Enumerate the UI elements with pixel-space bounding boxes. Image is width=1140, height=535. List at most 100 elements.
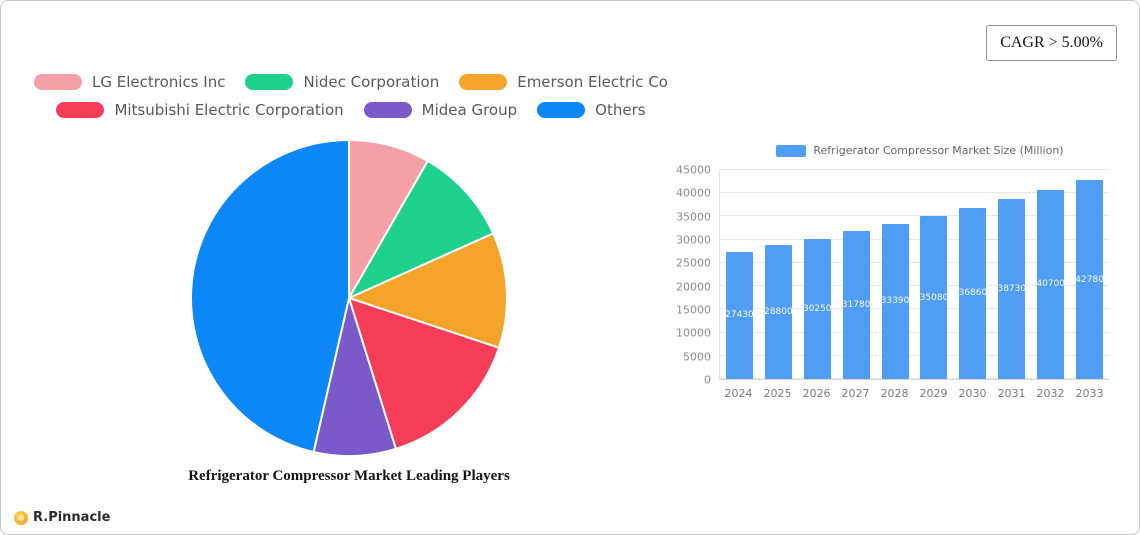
x-axis-label-2027: 2027	[841, 387, 870, 400]
legend-swatch	[459, 74, 508, 90]
cagr-badge: CAGR > 5.00%	[986, 25, 1117, 61]
brand-name: R.Pinnacle	[33, 510, 111, 525]
gridline	[720, 238, 1109, 240]
bar-column: 36860	[953, 170, 992, 379]
y-axis-tick: 20000	[676, 280, 711, 294]
legend-item-lg-electronics-inc[interactable]: LG Electronics Inc	[34, 73, 225, 91]
bar-plot-area: 27430 28800 30250 31780 33390 35080 36860 38730…	[719, 169, 1109, 380]
bar-value-label: 28800	[764, 307, 793, 318]
x-axis-label-2030: 2030	[958, 387, 987, 400]
legend-swatch	[363, 102, 412, 118]
legend-label: Nidec Corporation	[303, 73, 440, 91]
bar-value-label: 30250	[802, 303, 832, 314]
bar-2024[interactable]: 27430	[725, 251, 754, 379]
x-axis-label-2033: 2033	[1075, 387, 1104, 400]
gridline	[720, 285, 1109, 287]
y-axis-tick: 30000	[676, 233, 711, 247]
bar-2027[interactable]: 31780	[841, 231, 871, 379]
bar-chart: Refrigerator Compressor Market Size (Mil…	[669, 144, 1121, 400]
bar-column: 33390	[876, 170, 915, 379]
bar-column: 31780	[837, 170, 876, 379]
bar-value-label: 35080	[919, 292, 949, 303]
x-axis-label-2028: 2028	[880, 387, 909, 400]
pie-slice-mitsubishi-electric-corporation[interactable]	[348, 297, 500, 450]
bar-2026[interactable]: 30250	[802, 238, 832, 379]
bar-column: 27430	[720, 170, 759, 379]
y-axis-tick: 10000	[676, 326, 711, 340]
legend-item-others[interactable]: Others	[537, 101, 646, 119]
bar-2028[interactable]: 33390	[880, 223, 910, 379]
x-axis-label-2026: 2026	[802, 387, 831, 400]
x-axis-label-2032: 2032	[1036, 387, 1065, 400]
legend-label: Emerson Electric Co	[517, 73, 668, 91]
bar-legend-label: Refrigerator Compressor Market Size (Mil…	[813, 144, 1064, 157]
brand-logo: R.Pinnacle	[14, 510, 110, 525]
pie-slice-others[interactable]	[190, 139, 350, 453]
bar-value-label: 42780	[1075, 274, 1104, 285]
gridline	[720, 192, 1109, 194]
gridline	[720, 354, 1109, 356]
gridline	[720, 261, 1109, 263]
legend-label: Midea Group	[421, 101, 518, 119]
y-axis-tick: 5000	[683, 350, 711, 364]
bar-value-label: 33390	[880, 296, 910, 307]
bar-column: 35080	[915, 170, 954, 379]
y-axis-tick: 25000	[676, 256, 711, 270]
bar-value-label: 31780	[841, 300, 871, 311]
bar-column: 38730	[992, 170, 1031, 379]
bar-2031[interactable]: 38730	[997, 199, 1027, 379]
legend-label: Mitsubishi Electric Corporation	[114, 101, 344, 119]
bar-column: 40700	[1031, 170, 1070, 379]
gridline	[720, 331, 1109, 333]
y-axis-tick: 35000	[676, 210, 711, 224]
gridline	[720, 215, 1109, 217]
bars-layer: 27430 28800 30250 31780 33390 35080 36860 38730…	[720, 170, 1109, 379]
pie-slice-emerson-electric-co[interactable]	[348, 232, 508, 349]
legend-label: Others	[595, 101, 646, 119]
y-axis-tick: 0	[704, 373, 711, 387]
x-axis-label-2031: 2031	[997, 387, 1026, 400]
legend-swatch	[34, 74, 82, 90]
pie-chart-title: Refrigerator Compressor Market Leading P…	[188, 468, 510, 484]
bar-column: 42780	[1070, 170, 1109, 379]
legend-item-emerson-electric-co[interactable]: Emerson Electric Co	[459, 73, 668, 91]
y-axis-tick: 15000	[676, 303, 711, 317]
bar-plot-row: 0 5000 10000 15000 20000 25000 30000 35000 40000…	[669, 164, 1121, 387]
gridline	[720, 169, 1109, 170]
bar-value-label: 27430	[725, 310, 754, 321]
bar-2033[interactable]: 42780	[1075, 180, 1104, 379]
legend-item-nidec-corporation[interactable]: Nidec Corporation	[245, 73, 439, 91]
bar-column: 28800	[759, 170, 798, 379]
y-axis: 0 5000 10000 15000 20000 25000 30000 35000 40000…	[669, 164, 719, 387]
legend-swatch	[245, 74, 294, 90]
pie-legend-row: Mitsubishi Electric Corporation Midea Gro…	[21, 101, 681, 119]
pie-slice-nidec-corporation[interactable]	[348, 160, 495, 299]
bar-column: 30250	[798, 170, 837, 379]
legend-label: LG Electronics Inc	[92, 73, 226, 91]
bar-2025[interactable]: 28800	[764, 245, 793, 379]
legend-item-mitsubishi-electric-corporation[interactable]: Mitsubishi Electric Corporation	[56, 101, 344, 119]
y-axis-tick: 45000	[676, 163, 711, 177]
pie-legend: LG Electronics Inc Nidec Corporation Emers…	[21, 73, 681, 129]
bar-2029[interactable]: 35080	[919, 216, 949, 379]
pie-legend-row: LG Electronics Inc Nidec Corporation Emers…	[21, 73, 681, 91]
bar-chart-legend-item[interactable]: Refrigerator Compressor Market Size (Mil…	[719, 144, 1121, 157]
gridline	[720, 308, 1109, 310]
bar-legend-swatch	[776, 144, 807, 157]
sun-icon	[14, 510, 28, 525]
legend-item-midea-group[interactable]: Midea Group	[363, 101, 518, 119]
y-axis-tick: 40000	[676, 186, 711, 200]
x-axis: 2024 2025 2026 2027 2028 2029 2030 2031 2032 2033	[719, 387, 1109, 400]
legend-swatch	[56, 102, 105, 118]
pie-chart	[189, 138, 509, 458]
gridline	[720, 378, 1109, 379]
bar-2032[interactable]: 40700	[1036, 189, 1066, 379]
bar-2030[interactable]: 36860	[958, 207, 988, 379]
bar-value-label: 40700	[1036, 279, 1066, 290]
bar-value-label: 38730	[997, 284, 1027, 295]
x-axis-label-2029: 2029	[919, 387, 948, 400]
legend-swatch	[537, 102, 586, 118]
x-axis-label-2024: 2024	[724, 387, 753, 400]
bar-value-label: 36860	[958, 288, 988, 299]
